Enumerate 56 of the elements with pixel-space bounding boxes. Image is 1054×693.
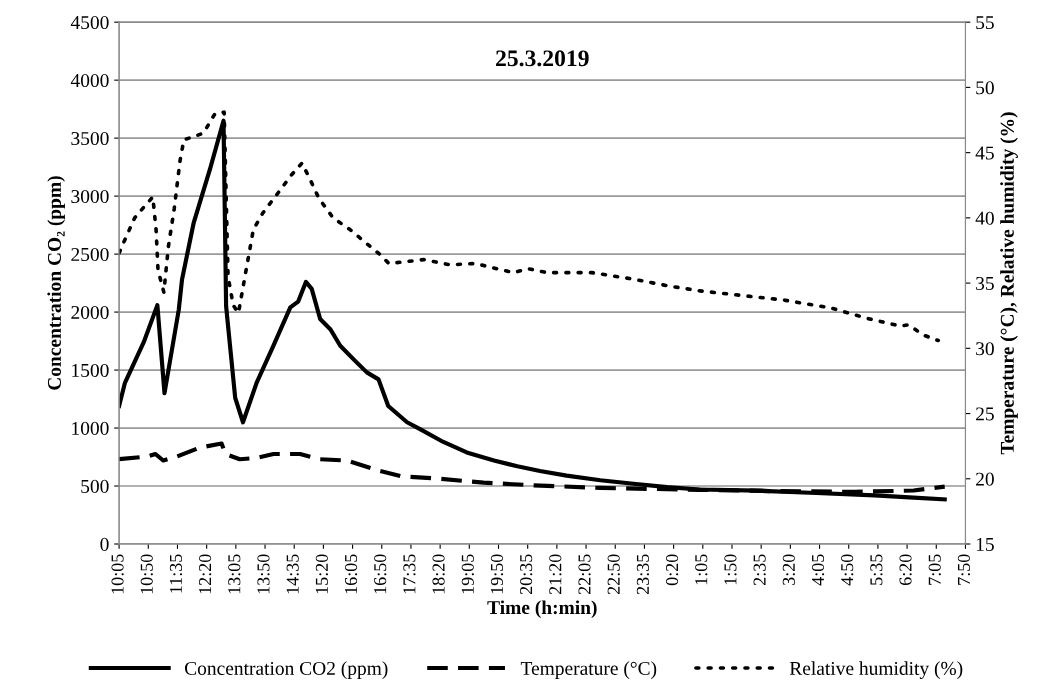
x-axis-title: Time (h:min): [487, 600, 597, 619]
legend-label: Temperature (°C): [520, 661, 657, 679]
x-tick-label: 4:50: [841, 554, 854, 586]
x-tick-label: 15:20: [315, 554, 328, 594]
x-tick-label: 4:05: [811, 554, 825, 586]
y-tick-label: 4000: [70, 73, 109, 88]
text: 25.3.2019: [496, 50, 589, 67]
x-tick-label: 7:05: [928, 554, 941, 585]
x-tick-label: 16:05: [344, 554, 358, 594]
x-tick-label: 14:35: [286, 554, 299, 594]
legend-label: Relative humidity (%): [789, 661, 963, 679]
x-tick-label: 18:20: [432, 554, 445, 594]
x-tick-label: 7:50: [957, 554, 971, 585]
x-tick-label: 1:05: [695, 554, 708, 585]
y2-tick-label: 30: [976, 342, 994, 356]
y2-tick-label: 15: [976, 537, 994, 551]
y-tick-label: 4500: [70, 15, 109, 30]
y-tick-label: 2000: [71, 305, 109, 320]
y2-tick-label: 35: [976, 276, 994, 291]
x-tick-label: 19:05: [461, 554, 474, 594]
x-tick-label: 22:50: [607, 554, 620, 595]
x-tick-label: 2:35: [753, 554, 766, 586]
x-tick-label: 21:20: [549, 554, 562, 595]
x-tick-label: 10:50: [140, 554, 153, 594]
y2-tick-label: 20: [976, 472, 994, 486]
y-tick-label: 500: [81, 479, 109, 493]
y-tick-label: 3000: [71, 189, 109, 204]
y-axis-title: Concentration CO₂ (ppm): [47, 176, 65, 390]
x-tick-label: 13:05: [228, 554, 241, 594]
y2-tick-label: 40: [975, 211, 994, 225]
y2-tick-label: 50: [976, 81, 994, 95]
y2-tick-label: 45: [975, 146, 994, 160]
y-tick-label: 2500: [71, 247, 109, 262]
y-tick-label: 1000: [72, 421, 109, 435]
x-tick-label: 11:35: [169, 554, 183, 593]
x-tick-label: 19:50: [490, 554, 504, 594]
x-tick-label: 10:05: [111, 554, 124, 594]
x-tick-label: 0:20: [665, 554, 679, 586]
y-tick-label: 0: [100, 537, 109, 551]
x-tick-label: 16:50: [374, 554, 387, 594]
y2-tick-label: 25: [976, 407, 994, 421]
x-tick-label: 1:50: [724, 554, 737, 585]
x-tick-label: 20:35: [520, 554, 533, 595]
x-tick-label: 5:35: [870, 554, 883, 585]
y2-axis-title: Temperature (°C), Relative humidity (%): [1000, 112, 1018, 455]
x-tick-label: 17:35: [403, 554, 416, 594]
x-tick-label: 13:50: [257, 554, 270, 594]
x-tick-label: 3:20: [782, 554, 795, 585]
y-tick-label: 1500: [72, 363, 109, 377]
legend-label: Concentration CO2 (ppm): [184, 661, 388, 679]
x-tick-label: 12:20: [198, 554, 212, 594]
x-tick-label: 22:05: [578, 554, 591, 595]
y2-tick-label: 55: [976, 16, 994, 30]
y-tick-label: 3500: [71, 131, 109, 146]
x-tick-label: 6:20: [899, 554, 912, 586]
x-tick-label: 23:35: [636, 554, 650, 595]
